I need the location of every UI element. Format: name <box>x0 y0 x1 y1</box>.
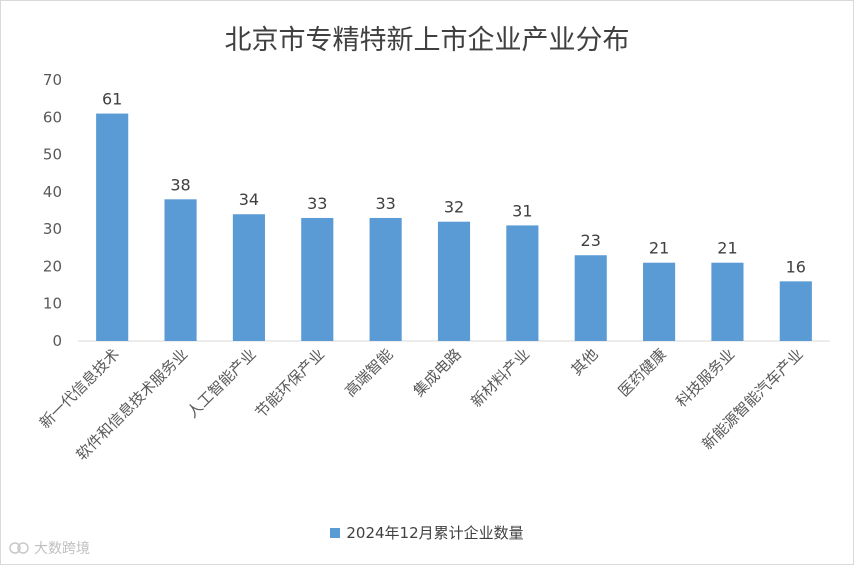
y-tick-label: 40 <box>43 183 62 201</box>
bar <box>779 281 812 341</box>
data-label: 33 <box>375 194 395 213</box>
watermark-text: 大数跨境 <box>34 541 90 557</box>
data-label: 32 <box>444 198 464 217</box>
bar <box>369 217 402 341</box>
x-tick-label: 节能环保产业 <box>252 345 328 421</box>
legend-label: 2024年12月累计企业数量 <box>346 524 524 542</box>
y-tick-label: 50 <box>43 146 62 164</box>
y-axis: 0 10 20 30 40 50 60 70 <box>43 71 62 350</box>
x-tick-label: 高端智能 <box>341 345 396 400</box>
bar <box>643 262 676 341</box>
y-tick-label: 10 <box>43 295 62 313</box>
x-tick-label: 医药健康 <box>615 345 670 400</box>
data-label: 33 <box>307 194 327 213</box>
data-label: 23 <box>581 231 601 250</box>
data-labels: 61 38 34 33 33 32 31 23 21 21 16 <box>102 90 806 277</box>
watermark-logo-icon <box>9 542 29 554</box>
x-tick-label: 其他 <box>568 345 602 379</box>
bar <box>506 225 539 341</box>
y-tick-label: 0 <box>52 332 62 350</box>
y-tick-label: 70 <box>43 71 62 89</box>
bar-series <box>96 113 812 341</box>
y-tick-label: 30 <box>43 220 62 238</box>
chart-title: 北京市专精特新上市企业产业分布 <box>224 25 630 56</box>
data-label: 16 <box>786 257 806 276</box>
data-label: 21 <box>717 239 737 258</box>
bar <box>96 113 129 341</box>
x-tick-label: 人工智能产业 <box>183 345 259 421</box>
bar <box>437 221 471 341</box>
watermark: 大数跨境 <box>8 538 90 558</box>
data-label: 31 <box>512 201 532 220</box>
x-tick-label: 科技服务业 <box>673 345 739 411</box>
bar <box>232 214 265 341</box>
y-tick-label: 60 <box>43 108 62 126</box>
bar <box>164 199 197 341</box>
y-tick-label: 20 <box>43 257 62 275</box>
bar <box>574 255 607 341</box>
data-label: 21 <box>649 239 669 258</box>
x-tick-label: 集成电路 <box>410 345 465 400</box>
x-tick-label: 新材料产业 <box>467 345 533 411</box>
bar <box>711 262 744 341</box>
x-tick-label: 软件和信息技术服务业 <box>73 345 192 464</box>
legend-swatch <box>330 528 341 538</box>
data-label: 61 <box>102 90 122 109</box>
data-label: 38 <box>170 175 190 194</box>
legend: 2024年12月累计企业数量 <box>0 522 854 543</box>
data-label: 34 <box>239 190 259 209</box>
bar <box>301 217 334 341</box>
